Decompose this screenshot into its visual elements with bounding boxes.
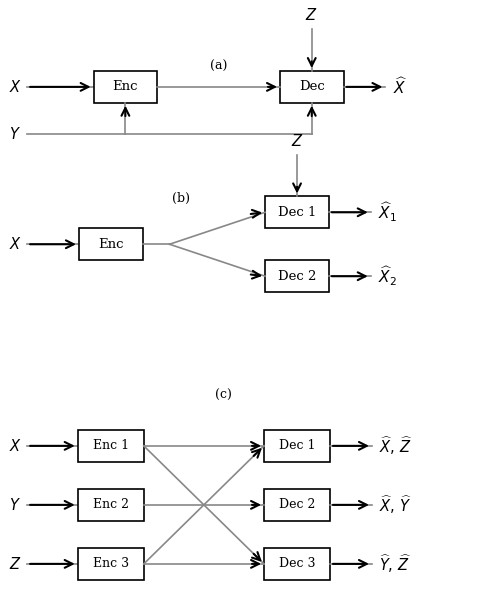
FancyBboxPatch shape [264,489,330,521]
Text: Dec 1: Dec 1 [279,439,315,452]
FancyBboxPatch shape [77,430,144,462]
FancyBboxPatch shape [77,548,144,580]
Text: Dec: Dec [299,81,325,93]
Text: $\widehat{Y},\,\widehat{Z}$: $\widehat{Y},\,\widehat{Z}$ [379,553,412,575]
Text: (a): (a) [210,60,227,73]
Text: Enc 1: Enc 1 [93,439,129,452]
FancyBboxPatch shape [264,430,330,462]
Text: $Z$: $Z$ [306,7,318,23]
Text: Enc 3: Enc 3 [93,558,129,570]
FancyBboxPatch shape [265,260,329,292]
Text: $X$: $X$ [8,79,21,95]
Text: $\widehat{X}_1$: $\widehat{X}_1$ [378,201,397,224]
Text: Enc: Enc [113,81,138,93]
Text: Dec 3: Dec 3 [279,558,315,570]
FancyBboxPatch shape [264,548,330,580]
Text: $\widehat{X},\,\widehat{Y}$: $\widehat{X},\,\widehat{Y}$ [379,494,412,516]
Text: $Z$: $Z$ [8,556,21,572]
Text: $Y$: $Y$ [8,497,20,513]
FancyBboxPatch shape [79,228,142,260]
FancyBboxPatch shape [265,196,329,228]
FancyBboxPatch shape [94,71,157,103]
Text: (c): (c) [215,388,232,402]
Text: $\widehat{X}_2$: $\widehat{X}_2$ [378,265,397,288]
Text: Enc 2: Enc 2 [93,498,128,511]
Text: $Z$: $Z$ [291,133,304,148]
Text: Enc: Enc [98,238,124,251]
Text: (b): (b) [172,192,190,205]
Text: Dec 2: Dec 2 [278,270,316,283]
FancyBboxPatch shape [77,489,144,521]
FancyBboxPatch shape [280,71,344,103]
Text: $\widehat{X}$: $\widehat{X}$ [393,77,407,97]
Text: $Y$: $Y$ [8,125,20,142]
Text: Dec 1: Dec 1 [278,206,316,219]
Text: $\widehat{X},\,\widehat{Z}$: $\widehat{X},\,\widehat{Z}$ [379,435,413,457]
Text: $X$: $X$ [8,236,21,252]
Text: $X$: $X$ [8,438,21,454]
Text: Dec 2: Dec 2 [279,498,315,511]
